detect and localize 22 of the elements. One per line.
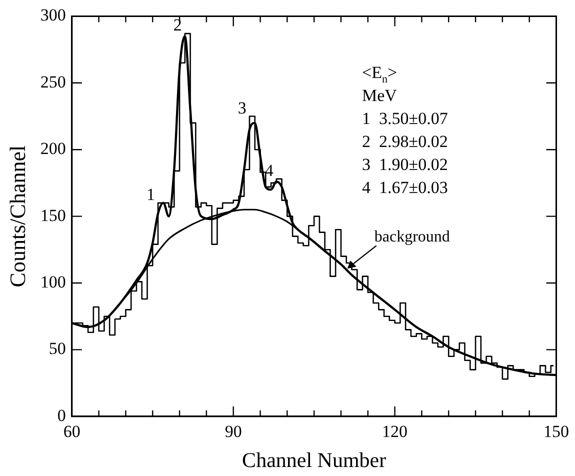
- annotation: 4: [264, 160, 274, 180]
- x-tick-label: 60: [63, 422, 80, 442]
- y-tick-label: 250: [40, 72, 66, 92]
- annotation: 4 1.67±0.03: [362, 178, 448, 197]
- annotation: MeV: [362, 86, 398, 105]
- x-tick-label: 90: [224, 422, 242, 442]
- annotation: 1: [146, 184, 155, 204]
- y-tick-label: 300: [40, 6, 66, 25]
- y-tick-label: 150: [40, 206, 66, 225]
- y-tick-label: 50: [48, 339, 66, 358]
- x-tick-label: 120: [382, 422, 408, 442]
- y-tick-label: 100: [40, 272, 66, 292]
- x-axis-title: Channel Number: [242, 448, 386, 472]
- annotation: background: [374, 228, 450, 246]
- y-axis-title: Counts/Channel: [4, 145, 30, 288]
- annotation: 1 3.50±0.07: [362, 109, 448, 128]
- y-tick-label: 0: [57, 406, 66, 425]
- annotation: 2 2.98±0.02: [362, 132, 448, 151]
- y-tick-label: 200: [40, 139, 66, 158]
- annotation: 3 1.90±0.02: [362, 155, 448, 174]
- annotation: 3: [238, 98, 246, 118]
- x-tick-label: 150: [544, 422, 569, 442]
